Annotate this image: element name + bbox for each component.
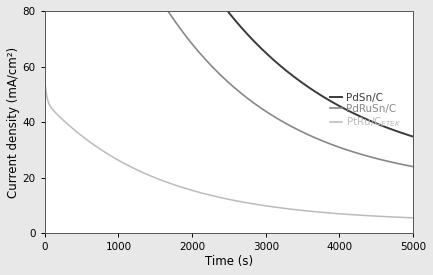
Line: PtRu/C$_{ETEK}$: PtRu/C$_{ETEK}$ (45, 80, 413, 218)
PdSn/C (410, 135, 416, 138)
PtRu/C$_{ETEK}$ (109, 155, 114, 158)
PtRu/C$_{ETEK}$ (282, 207, 287, 210)
PdSn/C (109, 4, 114, 7)
PdRuSn/C (345, 148, 350, 152)
PtRu/C$_{ETEK}$ (42, 79, 48, 82)
PdRuSn/C (410, 165, 416, 168)
PtRu/C$_{ETEK}$ (263, 204, 268, 207)
Legend: PdSn/C, PdRuSn/C, PtRu/C$_{ETEK}$: PdSn/C, PdRuSn/C, PtRu/C$_{ETEK}$ (327, 90, 404, 131)
Y-axis label: Current density (mA/cm²): Current density (mA/cm²) (7, 46, 20, 198)
PdRuSn/C (42, 4, 48, 7)
PtRu/C$_{ETEK}$ (410, 216, 416, 219)
PdSn/C (183, 4, 188, 7)
PdRuSn/C (109, 4, 114, 7)
X-axis label: Time (s): Time (s) (205, 255, 253, 268)
PdRuSn/C (317, 138, 322, 141)
PdSn/C (345, 109, 350, 112)
Line: PdRuSn/C: PdRuSn/C (45, 6, 413, 167)
Line: PdSn/C: PdSn/C (45, 6, 413, 137)
PdRuSn/C (263, 109, 268, 113)
PdSn/C (42, 4, 48, 7)
PdRuSn/C (282, 121, 287, 124)
PdSn/C (263, 51, 268, 54)
PtRu/C$_{ETEK}$ (345, 213, 350, 216)
PtRu/C$_{ETEK}$ (183, 187, 188, 190)
PdSn/C (282, 67, 287, 71)
PdSn/C (317, 93, 322, 96)
PdRuSn/C (183, 34, 188, 37)
PtRu/C$_{ETEK}$ (317, 210, 322, 214)
